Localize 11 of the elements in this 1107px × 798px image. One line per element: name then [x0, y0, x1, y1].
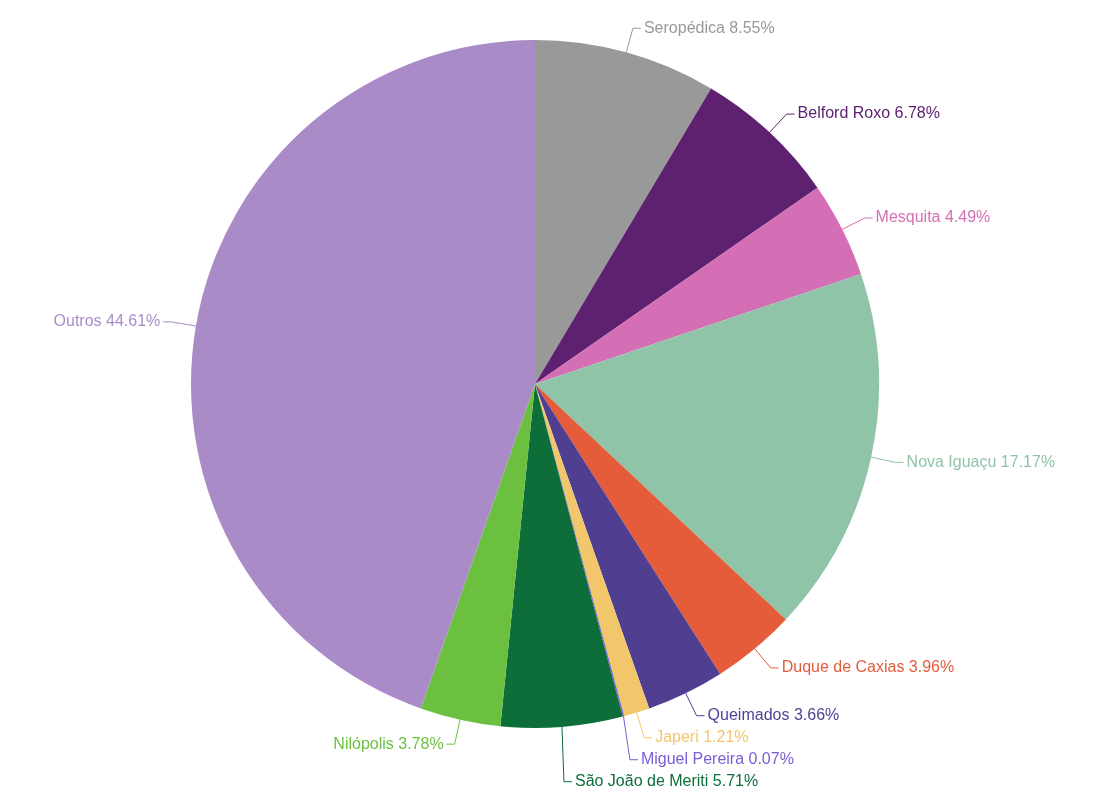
slice-label: Duque de Caxias 3.96%: [781, 658, 955, 676]
slice-label: Belford Roxo 6.78%: [797, 104, 940, 122]
slice-label: Japeri 1.21%: [655, 728, 749, 746]
slice-label: Outros 44.61%: [53, 312, 161, 330]
slice-label: Queimados 3.66%: [707, 706, 840, 724]
slice-label: Nilópolis 3.78%: [333, 734, 444, 752]
slice-label: Miguel Pereira 0.07%: [640, 750, 794, 768]
slice-label: Mesquita 4.49%: [875, 208, 991, 226]
slice-label: Nova Iguaçu 17.17%: [906, 452, 1056, 470]
slice-label: São João de Meriti 5.71%: [574, 772, 759, 790]
slice-label: Seropédica 8.55%: [643, 18, 775, 36]
